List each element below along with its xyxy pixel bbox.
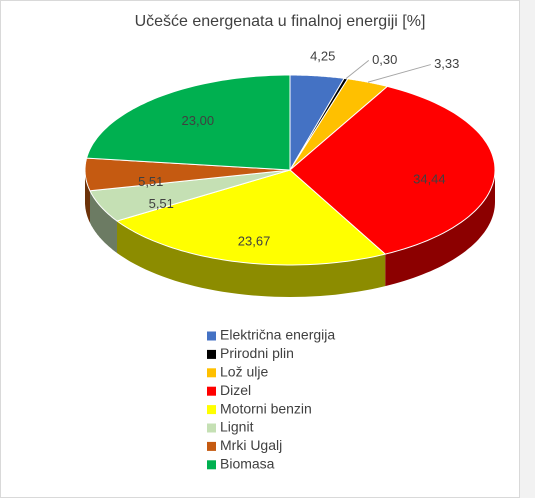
slice bbox=[289, 78, 389, 171]
legend-label: Lignit bbox=[220, 419, 254, 435]
legend-label: Električna energija bbox=[220, 327, 335, 343]
slice bbox=[89, 169, 291, 222]
data-label: 4,25 bbox=[310, 48, 335, 63]
slice bbox=[289, 85, 496, 255]
legend-swatch bbox=[207, 386, 216, 396]
legend-label: Biomasa bbox=[220, 456, 275, 472]
legend-swatch bbox=[207, 423, 216, 433]
slice bbox=[85, 74, 291, 171]
legend-swatch bbox=[207, 460, 216, 470]
data-label: 34,44 bbox=[413, 171, 446, 186]
leader-line bbox=[345, 59, 370, 79]
slice-side bbox=[117, 221, 386, 297]
leader-line bbox=[367, 64, 431, 83]
chart-title: Učešće energenata u finalnoj energiji [%… bbox=[135, 13, 426, 30]
legend-label: Lož ulje bbox=[220, 364, 268, 380]
slice-side bbox=[385, 170, 495, 287]
slice bbox=[84, 157, 291, 192]
slice-side bbox=[85, 170, 90, 223]
legend-label: Motorni benzin bbox=[220, 400, 312, 416]
legend-swatch bbox=[207, 331, 216, 341]
data-label: 23,67 bbox=[238, 233, 271, 248]
data-label: 0,30 bbox=[372, 52, 397, 67]
data-label: 23,00 bbox=[182, 113, 215, 128]
legend-label: Mrki Ugalj bbox=[220, 437, 282, 453]
data-label: 5,51 bbox=[138, 174, 163, 189]
data-label: 3,33 bbox=[434, 56, 459, 71]
legend-swatch bbox=[207, 405, 216, 415]
legend-label: Prirodni plin bbox=[220, 345, 294, 361]
legend-swatch bbox=[207, 349, 216, 359]
slice-side bbox=[90, 190, 117, 253]
slice bbox=[115, 169, 387, 266]
legend-swatch bbox=[207, 441, 216, 451]
legend-label: Dizel bbox=[220, 382, 251, 398]
legend-swatch bbox=[207, 368, 216, 378]
data-label: 5,51 bbox=[149, 196, 174, 211]
side-strip bbox=[520, 0, 535, 498]
